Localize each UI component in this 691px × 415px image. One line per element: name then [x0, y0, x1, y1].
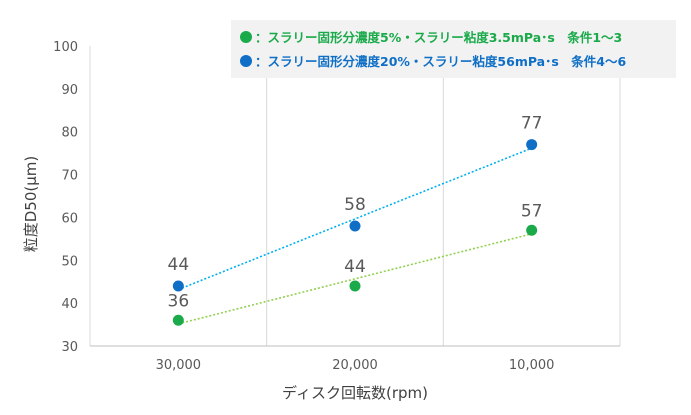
trendline-series-2 [178, 147, 532, 291]
data-points [172, 139, 538, 326]
x-axis-title: ディスク回転数(rpm) [282, 384, 428, 402]
y-tick-label: 40 [61, 297, 78, 312]
y-tick-label: 80 [61, 126, 78, 141]
y-tick-label: 60 [61, 211, 78, 226]
data-label-series-2: 58 [344, 195, 366, 215]
y-tick-labels: 100 90 80 70 60 50 40 30 [53, 40, 78, 355]
trendlines [178, 147, 532, 325]
legend-label-series-2: ：スラリー固形分濃度20%・スラリー粘度56mPa･s 条件4～6 [255, 54, 626, 69]
legend-label-series-1: ：スラリー固形分濃度5%・スラリー粘度3.5mPa･s 条件1～3 [255, 30, 622, 45]
y-tick-label: 90 [61, 83, 78, 98]
data-label-series-1: 57 [521, 201, 543, 221]
x-tick-label: 30,000 [156, 358, 202, 373]
data-label-series-1: 36 [168, 291, 190, 311]
data-label-series-2: 77 [521, 114, 543, 134]
data-point-series-1 [349, 280, 361, 292]
x-tick-label: 10,000 [509, 358, 555, 373]
y-tick-label: 70 [61, 169, 78, 184]
legend-marker-series-1 [240, 31, 252, 43]
legend: ：スラリー固形分濃度5%・スラリー粘度3.5mPa･s 条件1～3 ：スラリー固形… [231, 20, 676, 78]
data-point-series-2 [526, 139, 538, 151]
x-tick-labels: 30,000 20,000 10,000 [156, 358, 555, 373]
trendline-series-1 [178, 233, 532, 325]
legend-marker-series-2 [240, 55, 252, 67]
y-tick-label: 30 [61, 340, 78, 355]
data-labels: 36 44 57 44 58 77 [168, 114, 543, 312]
grid-lines [89, 46, 621, 347]
x-tick-label: 20,000 [332, 358, 378, 373]
data-point-series-2 [172, 280, 184, 292]
data-label-series-1: 44 [344, 257, 366, 277]
y-tick-label: 100 [53, 40, 78, 55]
data-point-series-1 [172, 314, 184, 326]
data-point-series-2 [349, 220, 361, 232]
data-label-series-2: 44 [168, 255, 190, 275]
y-axis-title: 粒度D50(μm) [22, 156, 40, 253]
data-point-series-1 [526, 224, 538, 236]
legend-box [231, 20, 676, 78]
y-tick-label: 50 [61, 254, 78, 269]
